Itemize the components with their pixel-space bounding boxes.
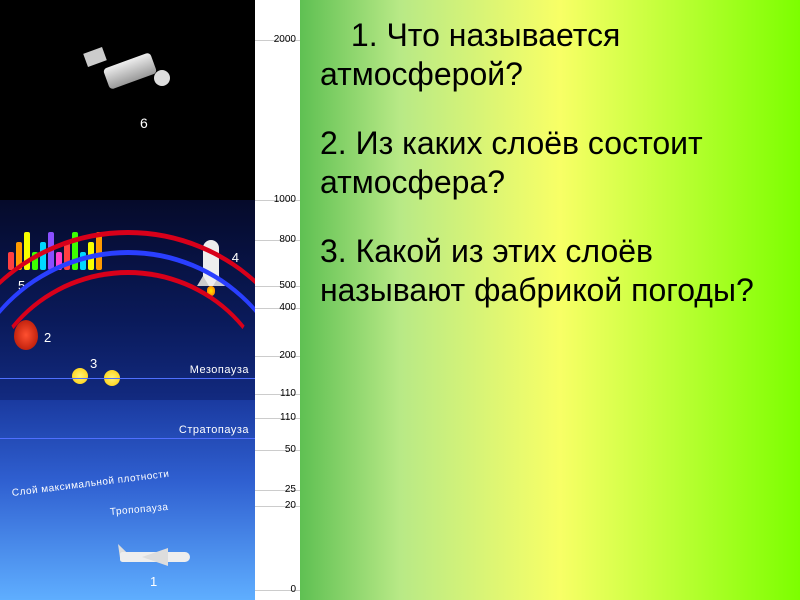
question-1: 1. Что называется атмосферой?: [320, 16, 780, 94]
satellite-icon: [90, 40, 170, 100]
plane-number: 1: [150, 574, 157, 589]
q1-num: 1.: [342, 17, 378, 53]
mesopause-line: [0, 378, 255, 379]
airplane-icon: [120, 548, 190, 566]
balloon-icon: [14, 320, 38, 350]
balloon-number: 2: [44, 330, 51, 345]
altitude-scale: 200010008005004002001101105025200: [255, 0, 300, 600]
questions-panel: 1. Что называется атмосферой? 2. Из каки…: [300, 0, 800, 600]
upper-atmosphere-panel: 5 4 2 3 Мезопауза: [0, 200, 255, 400]
satellite-number: 6: [140, 115, 148, 131]
mesopause-label: Мезопауза: [190, 364, 249, 376]
question-2: 2. Из каких слоёв состоит атмосфера?: [320, 124, 780, 202]
left-column: 6 5 4 2 3: [0, 0, 300, 600]
question-3: 3. Какой из этих слоёв называют фабрикой…: [320, 232, 780, 310]
atmosphere-diagram: 6 5 4 2 3: [0, 0, 255, 600]
lower-atmosphere-panel: Стратопауза Слой максимальной плотности …: [0, 400, 255, 600]
slide: 6 5 4 2 3: [0, 0, 800, 600]
trails-number: 3: [90, 356, 97, 371]
probe-1-icon: [72, 368, 88, 384]
outer-space-panel: 6: [0, 0, 255, 200]
tropopause-arc: [0, 400, 255, 600]
